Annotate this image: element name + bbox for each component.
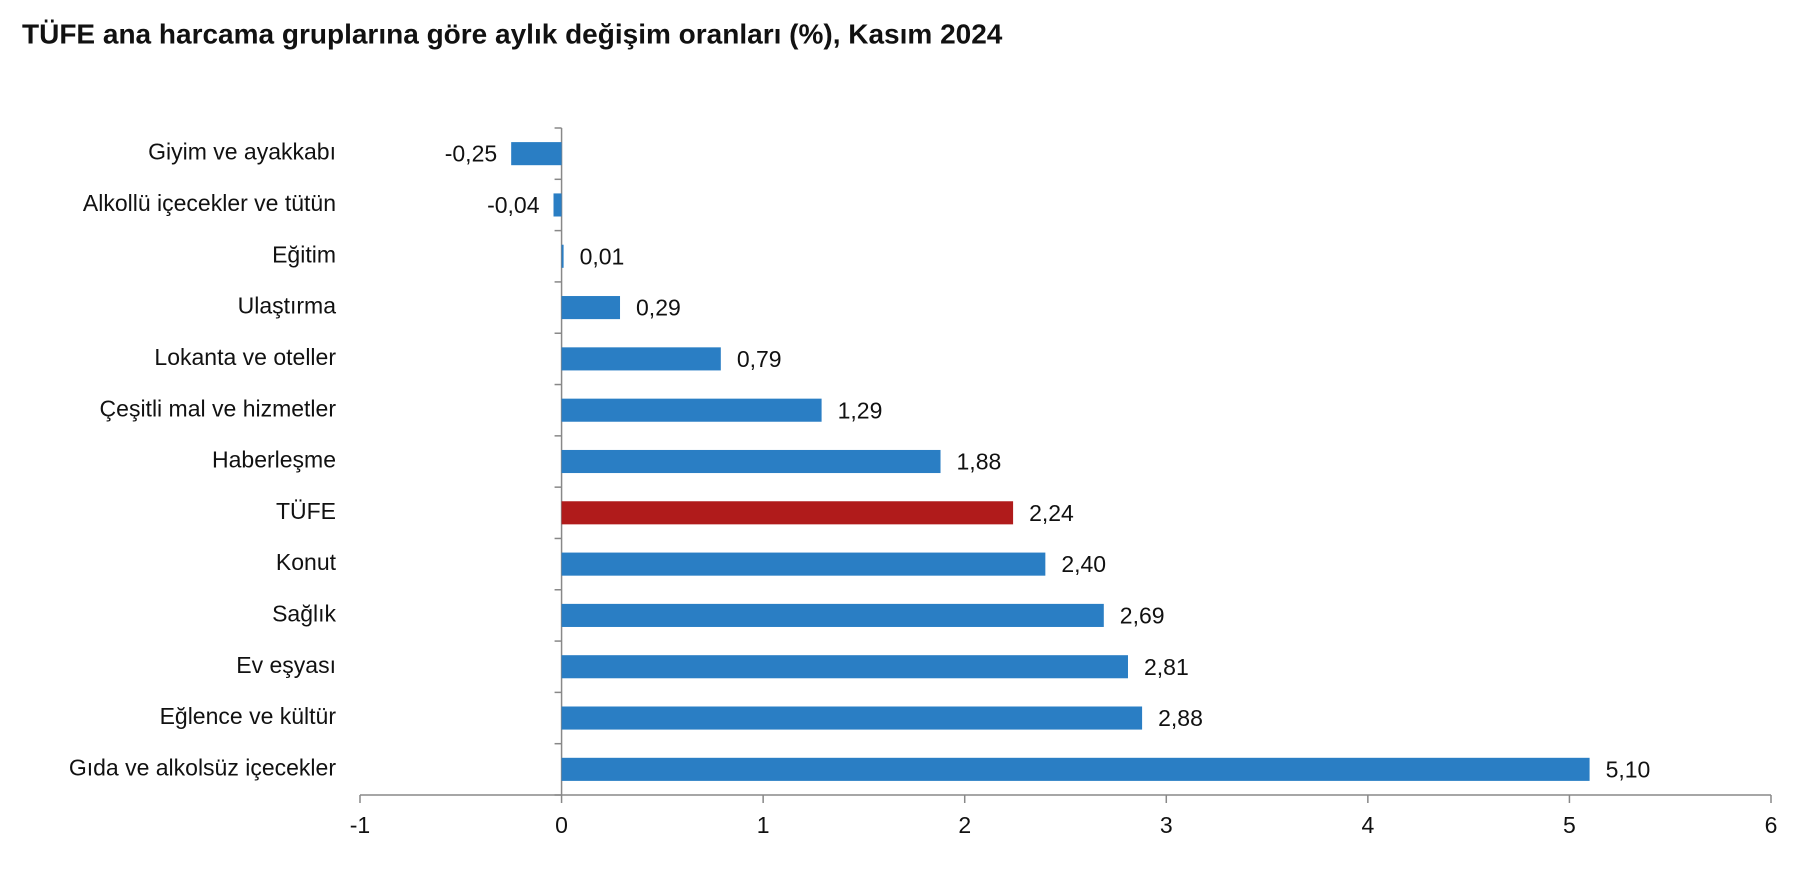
x-tick-label: 5 xyxy=(1563,812,1576,838)
x-tick-label: 4 xyxy=(1361,812,1374,838)
category-label: Eğitim xyxy=(272,241,336,267)
value-label: -0,25 xyxy=(445,141,497,167)
bar xyxy=(561,244,564,268)
bar xyxy=(553,193,562,217)
bar xyxy=(561,706,1143,730)
value-label: 2,40 xyxy=(1061,551,1106,577)
value-label: 0,01 xyxy=(580,243,625,269)
category-label: Konut xyxy=(276,549,337,575)
bar xyxy=(561,398,822,422)
category-label: Çeşitli mal ve hizmetler xyxy=(100,395,337,421)
category-label: Haberleşme xyxy=(212,447,336,473)
x-tick-label: 3 xyxy=(1160,812,1173,838)
x-tick-label: 0 xyxy=(555,812,568,838)
value-label: 0,79 xyxy=(737,346,782,372)
bar xyxy=(561,296,621,320)
value-label: 5,10 xyxy=(1606,756,1651,782)
value-label: 2,88 xyxy=(1158,705,1203,731)
category-label: TÜFE xyxy=(276,498,336,524)
value-label: -0,04 xyxy=(487,192,540,218)
category-label: Sağlık xyxy=(272,601,336,627)
category-label: Alkollü içecekler ve tütün xyxy=(83,190,336,216)
category-label: Ulaştırma xyxy=(238,293,337,319)
bar xyxy=(511,142,562,166)
value-label: 1,29 xyxy=(838,397,883,423)
bar xyxy=(561,501,1014,525)
value-label: 2,69 xyxy=(1120,603,1165,629)
chart-title: TÜFE ana harcama gruplarına göre aylık d… xyxy=(22,18,1003,49)
category-label: Lokanta ve oteller xyxy=(154,344,336,370)
category-label: Ev eşyası xyxy=(236,652,336,678)
value-label: 1,88 xyxy=(957,449,1002,475)
bar xyxy=(561,757,1590,781)
bar xyxy=(561,449,941,474)
bar xyxy=(561,347,721,371)
value-label: 2,24 xyxy=(1029,500,1074,526)
value-label: 2,81 xyxy=(1144,654,1189,680)
bar xyxy=(561,603,1104,627)
value-label: 0,29 xyxy=(636,295,681,321)
x-tick-label: -1 xyxy=(350,812,370,838)
x-tick-label: 6 xyxy=(1765,812,1778,838)
bar xyxy=(561,655,1128,679)
x-tick-label: 1 xyxy=(757,812,770,838)
category-label: Gıda ve alkolsüz içecekler xyxy=(69,754,337,780)
category-label: Giyim ve ayakkabı xyxy=(148,139,336,165)
x-tick-label: 2 xyxy=(958,812,971,838)
bar xyxy=(561,552,1046,576)
category-label: Eğlence ve kültür xyxy=(160,703,337,729)
